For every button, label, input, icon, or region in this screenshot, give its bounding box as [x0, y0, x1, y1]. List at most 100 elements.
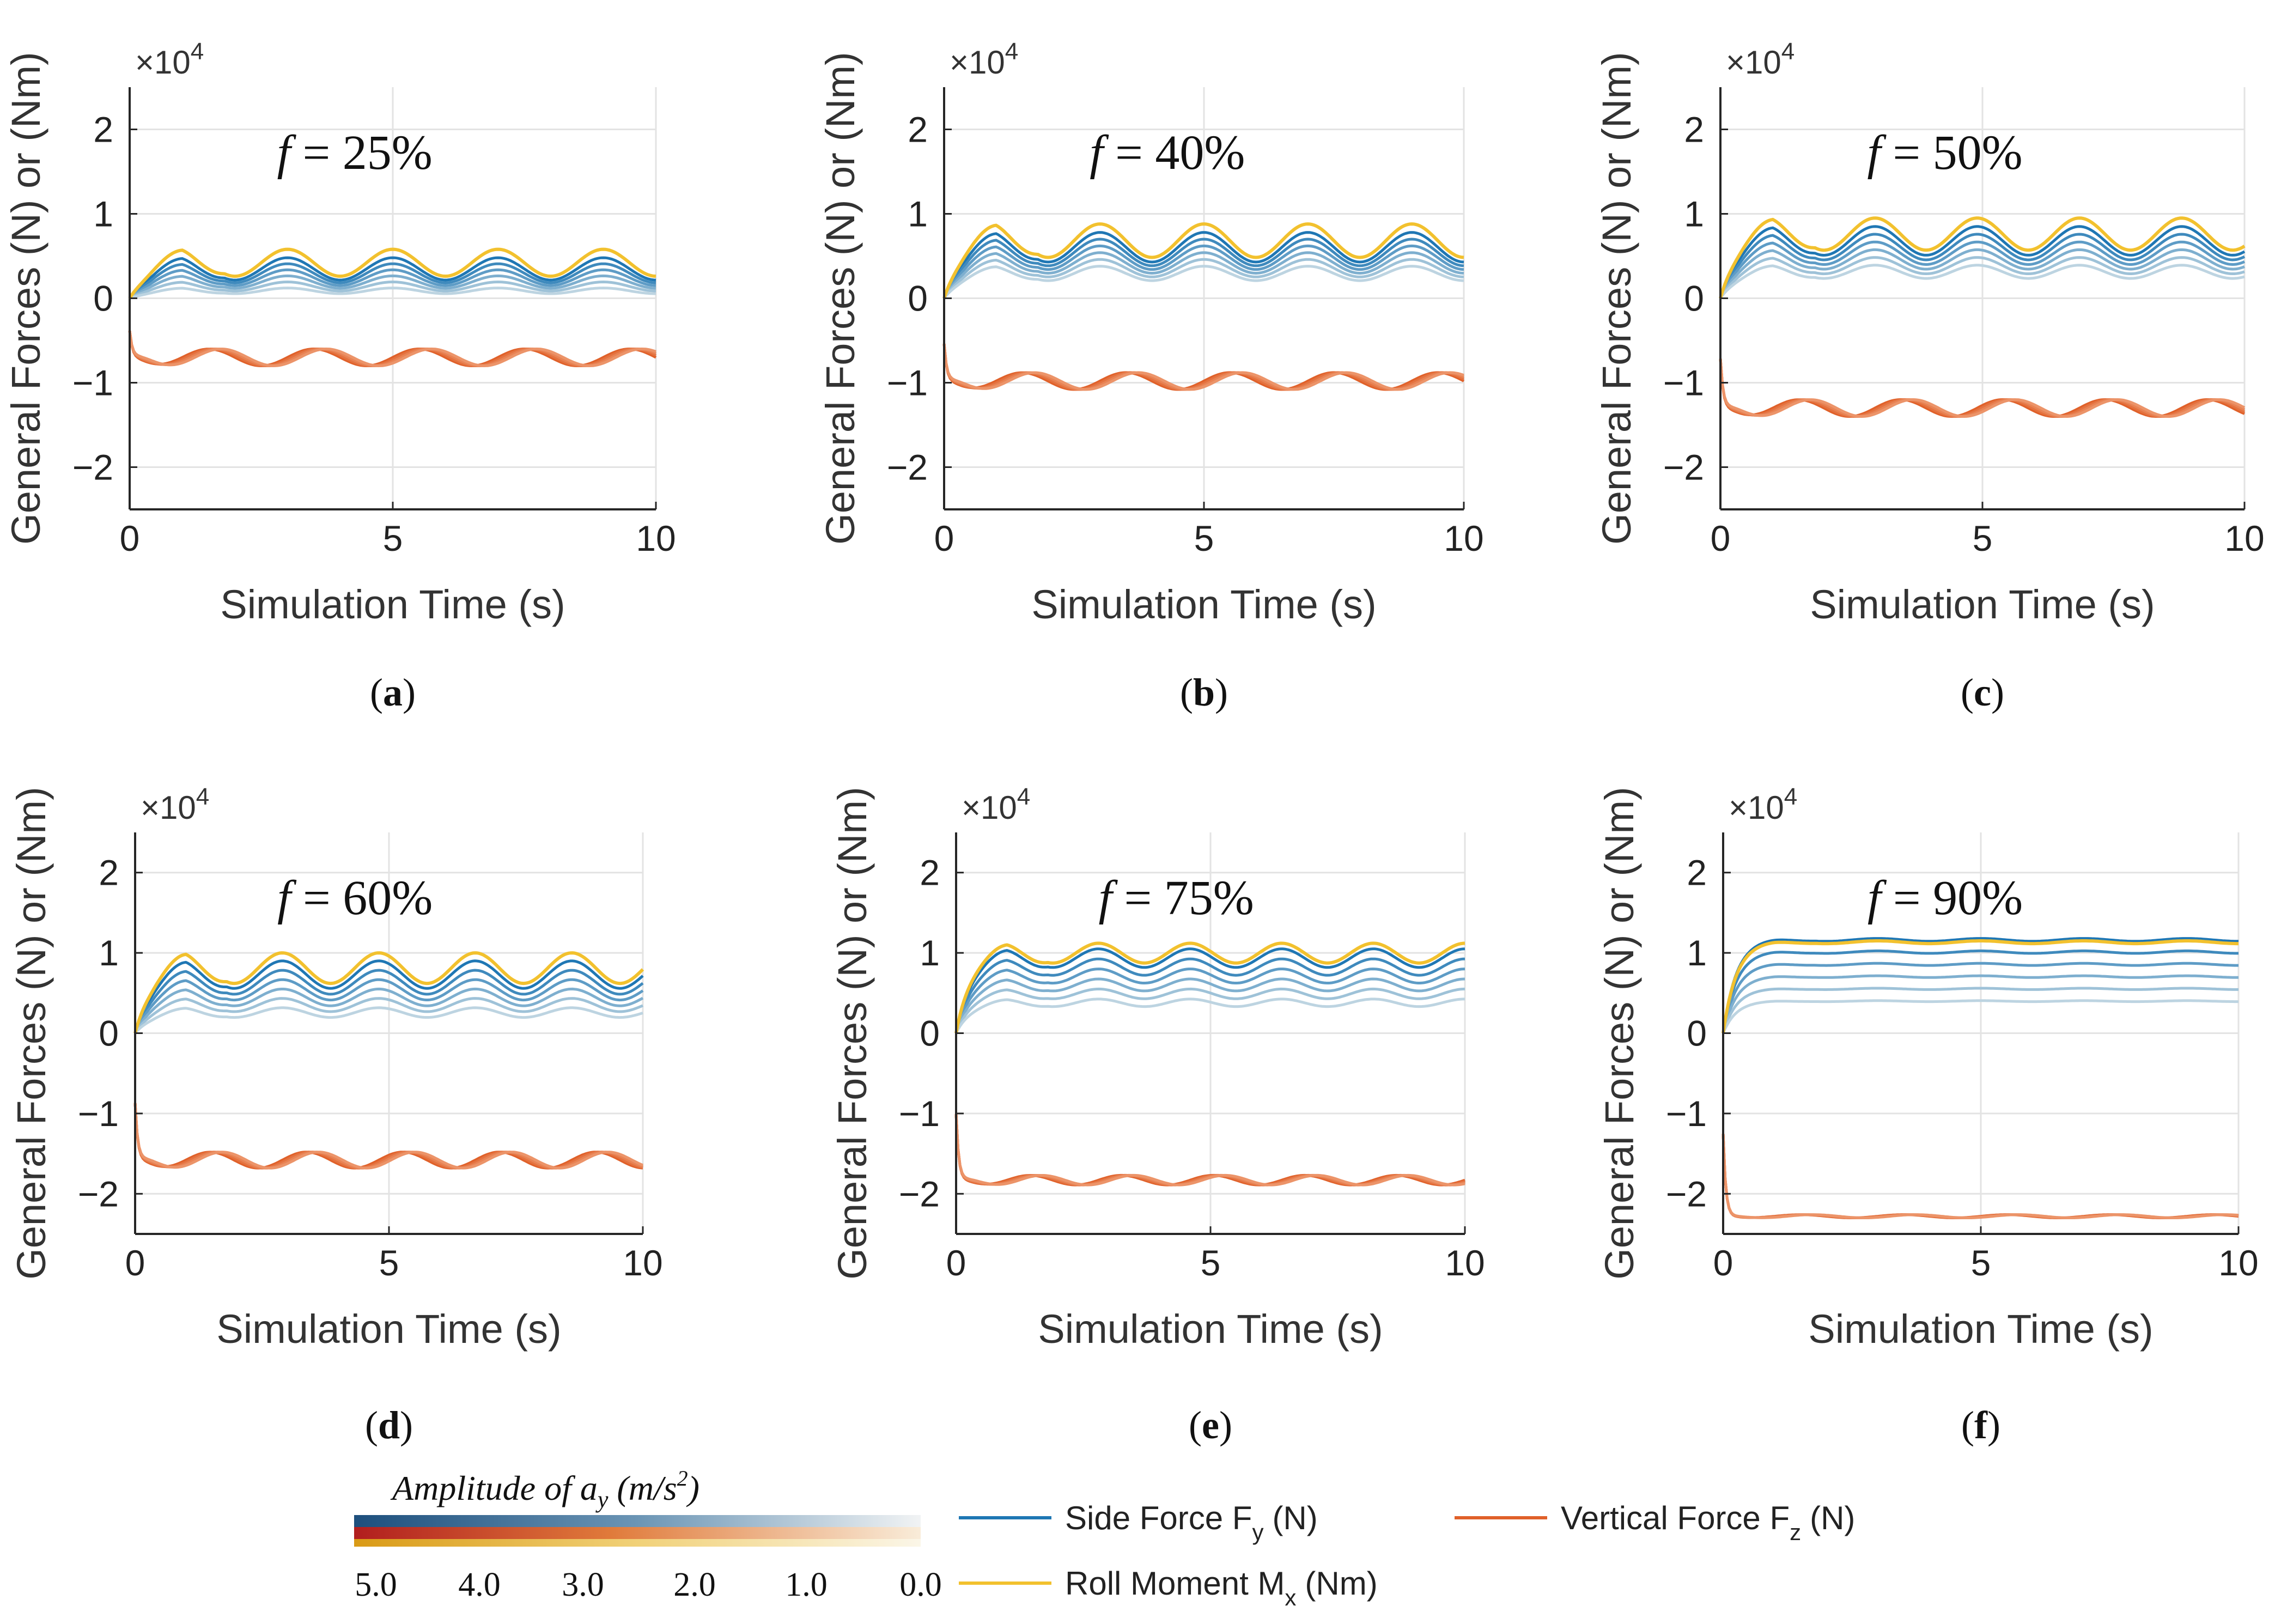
- panel-caption: (c): [1961, 671, 2004, 714]
- series-line-side-force: [133, 978, 644, 1034]
- panel-caption: (f): [1961, 1403, 2000, 1447]
- panel-annotation: f = 40%: [1090, 126, 1245, 180]
- legend: Amplitude of ay (m/s2) 5.0 4.0 3.0 2.0 1.…: [354, 1466, 1855, 1610]
- series-line-side-force: [1719, 264, 2245, 299]
- y-tick-label: 0: [93, 278, 113, 319]
- panel-annotation: f = 75%: [1099, 871, 1254, 925]
- legend-roll-moment: Roll Moment Mx (Nm): [959, 1565, 1378, 1610]
- series-line-side-force: [129, 268, 656, 300]
- x-tick-label: 0: [1711, 518, 1731, 558]
- series-line-roll-moment: [128, 247, 656, 300]
- y-tick-label: −1: [887, 363, 928, 403]
- y-tick-label: −1: [899, 1093, 940, 1134]
- panel-caption: (a): [370, 671, 416, 714]
- panel-caption: (d): [365, 1403, 413, 1447]
- y-tick-label: −2: [899, 1173, 940, 1214]
- colorbar-tick: 3.0: [562, 1566, 604, 1603]
- svg-text:Side Force Fy(N): Side Force Fy (N): [1065, 1500, 1318, 1545]
- series-line-side-force: [1719, 233, 2246, 299]
- series-line-side-force: [1719, 240, 2245, 299]
- panel-caption: (e): [1189, 1403, 1232, 1447]
- x-tick-label: 5: [383, 518, 403, 558]
- colorbar-title: Amplitude of ay (m/s2): [390, 1466, 699, 1513]
- x-tick-label: 10: [636, 518, 676, 558]
- chart-panel-d: 0 5 10 −2 −1 0 1 2 ×104 Simulation Time (s) Genera…: [9, 783, 663, 1447]
- chart-panel-a: 0 5 10 −2 −1 0 1 2 ×104 Simulation Time (s) Genera…: [3, 38, 676, 714]
- colorbar-tick: 2.0: [673, 1566, 716, 1603]
- x-tick-label: 0: [125, 1243, 145, 1283]
- y-tick-label: 0: [920, 1013, 940, 1054]
- series-line-side-force: [1722, 937, 2238, 1033]
- y-tick-label: 1: [1687, 933, 1707, 973]
- x-tick-label: 10: [2224, 518, 2264, 558]
- y-tick-label: −2: [1663, 447, 1704, 488]
- chart-panel-b: 0 5 10 −2 −1 0 1 2 ×104 Simulation Time (s) Genera…: [818, 38, 1484, 714]
- svg-text:Roll Moment Mx(Nm): Roll Moment Mx (Nm): [1065, 1565, 1378, 1610]
- series-line-side-force: [1719, 248, 2245, 299]
- series-line-side-force: [942, 238, 1464, 299]
- y-tick-label: 2: [1687, 853, 1707, 893]
- x-tick-label: 10: [1444, 518, 1483, 558]
- panel-annotation: f = 60%: [277, 871, 433, 925]
- series-line-roll-moment: [942, 222, 1464, 299]
- y-tick-label: 2: [908, 110, 928, 150]
- series-line-side-force: [942, 231, 1464, 299]
- series-line-vertical-force: [954, 1114, 1465, 1187]
- x-axis-label: Simulation Time (s): [220, 582, 565, 627]
- y-tick-label: 2: [93, 110, 113, 150]
- colorbar: [354, 1515, 921, 1547]
- chart-panel-e: 0 5 10 −2 −1 0 1 2 ×104 Simulation Time (s) Genera…: [830, 783, 1485, 1447]
- series-line-side-force: [133, 969, 644, 1034]
- series-line-side-force: [942, 244, 1464, 299]
- series-line-roll-moment: [1719, 216, 2246, 299]
- y-axis-label: General Forces (N) or (Nm): [1597, 787, 1642, 1280]
- axis-exponent: ×104: [135, 38, 204, 81]
- series-line-side-force: [129, 274, 656, 300]
- series-line-side-force: [954, 987, 1465, 1034]
- x-tick-label: 0: [946, 1243, 966, 1283]
- series-line-side-force: [1722, 962, 2238, 1033]
- y-tick-label: 0: [908, 278, 928, 319]
- series-line-side-force: [954, 947, 1465, 1034]
- y-axis-label: General Forces (N) or (Nm): [3, 52, 48, 545]
- x-tick-label: 5: [1201, 1243, 1221, 1283]
- series-line-side-force: [129, 287, 656, 300]
- series-line-side-force: [942, 258, 1464, 299]
- y-axis-label: General Forces (N) or (Nm): [1594, 52, 1639, 545]
- axis-exponent: ×104: [962, 783, 1030, 826]
- series-line-side-force: [129, 256, 656, 300]
- y-tick-label: 0: [1687, 1013, 1707, 1054]
- series-line-side-force: [133, 959, 644, 1034]
- x-axis-label: Simulation Time (s): [1038, 1306, 1383, 1352]
- panel-annotation: f = 50%: [1867, 126, 2022, 180]
- colorbar-tick: 5.0: [355, 1566, 397, 1603]
- y-tick-label: 1: [920, 933, 940, 973]
- series-line-side-force: [1719, 225, 2246, 299]
- series-line-side-force: [133, 997, 643, 1034]
- series-line-side-force: [133, 987, 644, 1034]
- series-line-side-force: [1722, 999, 2238, 1034]
- chart-panel-f: 0 5 10 −2 −1 0 1 2 ×104 Simulation Time (s) Genera…: [1597, 783, 2259, 1447]
- axis-exponent: ×104: [950, 38, 1018, 81]
- legend-side-force: Side Force Fy (N): [959, 1500, 1318, 1545]
- series-line-side-force: [129, 280, 656, 300]
- series-line-vertical-force: [128, 330, 656, 368]
- y-tick-label: −1: [78, 1093, 119, 1134]
- y-tick-label: 1: [93, 194, 113, 234]
- x-tick-label: 5: [1973, 518, 1993, 558]
- y-tick-label: 0: [99, 1013, 119, 1054]
- series-line-side-force: [1722, 974, 2238, 1034]
- series-line-side-force: [134, 1006, 643, 1035]
- x-tick-label: 0: [934, 518, 954, 558]
- series-line-vertical-force: [1722, 1134, 2239, 1219]
- panel-annotation: f = 90%: [1868, 871, 2023, 925]
- colorbar-ticks: 5.0 4.0 3.0 2.0 1.0 0.0: [355, 1566, 942, 1603]
- series-line-side-force: [954, 997, 1465, 1034]
- x-tick-label: 10: [2218, 1243, 2258, 1283]
- y-axis-label: General Forces (N) or (Nm): [818, 52, 863, 545]
- y-tick-label: −1: [1666, 1093, 1707, 1134]
- y-tick-label: 1: [99, 933, 119, 973]
- x-tick-label: 0: [120, 518, 140, 558]
